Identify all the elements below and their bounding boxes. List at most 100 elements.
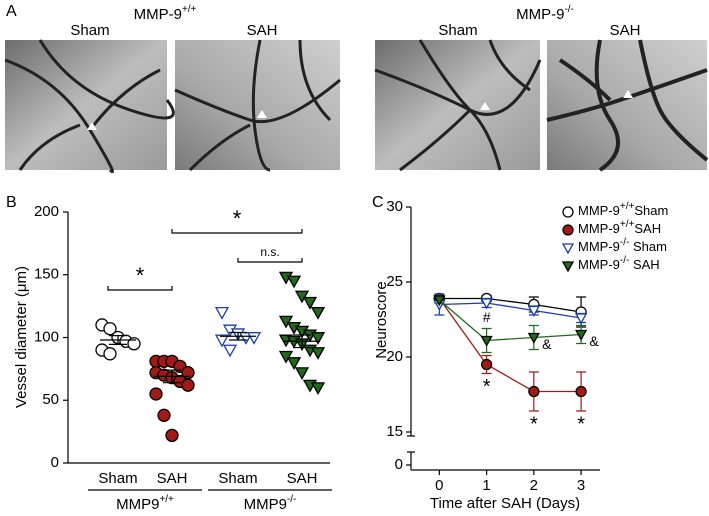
x-tick-label: 0 [435,477,443,494]
panel-title-base: MMP-9 [134,6,182,23]
marker [575,385,587,398]
series-line [438,298,582,393]
marker [157,408,171,422]
marker [103,347,117,361]
marker [286,275,302,289]
significance-label: n.s. [260,245,279,259]
marker [480,358,493,371]
panel-label: B [6,194,17,211]
y-tick-label: 30 [386,198,403,215]
marker [562,206,574,218]
marker [433,295,446,307]
group-label: MMP9-/- [244,494,297,513]
x-tick-label: 2 [530,477,538,494]
marker [246,332,262,345]
marker [149,387,163,401]
marker [561,243,575,255]
legend-label-rest: Sham [629,239,667,254]
image-label: SAH [247,22,278,39]
y-axis-label: Neuroscore [373,281,390,359]
annotation: & [589,333,599,349]
marker [310,306,326,320]
group-label-sup: +/+ [159,494,174,505]
y-tick-label: 25 [386,273,403,290]
legend-label-sup: +/+ [620,201,635,212]
marker [310,332,326,345]
marker [480,298,493,310]
marker [214,334,230,348]
y-axis-label: Vessel diameter (μm) [13,266,30,408]
series-line [439,302,582,319]
marker [574,329,588,341]
legend-label-base: MMP-9 [578,239,620,254]
legend-label: MMP-9+/+SAH [578,219,661,237]
marker [286,357,302,370]
bracket [107,286,173,291]
marker [103,322,117,336]
legend-label-sup: +/+ [620,219,635,230]
x-axis-label: Time after SAH (Days) [430,495,580,512]
marker [527,305,540,317]
legend-label-rest: Sham [634,203,668,218]
legend-label-rest: SAH [634,221,661,236]
legend-label: MMP-9-/- Sham [578,237,667,255]
annotation: * [530,413,538,435]
marker [165,428,179,443]
y-tick-label: 20 [386,348,403,365]
y-tick-label: 150 [34,266,59,283]
y-tick-label: 0 [395,456,403,473]
panel-label: C [372,194,384,211]
annotation: * [577,413,585,435]
group-label-base: MMP9 [116,496,159,513]
x-tick-label: Sham [98,470,137,487]
marker [527,332,540,344]
y-tick-label: 50 [42,391,59,408]
significance-label: * [233,206,242,231]
panel-title-sup: +/+ [182,4,197,15]
series-line [438,299,582,342]
marker [480,335,493,347]
panel-title-base: MMP-9 [516,6,564,23]
y-tick-label: 15 [386,423,403,440]
marker [528,385,540,398]
marker [310,347,326,360]
annotation: * [483,376,491,398]
image-label: SAH [610,22,641,39]
marker [302,296,318,310]
annotation: & [542,336,552,352]
series-line [439,297,582,313]
marker [294,290,310,304]
group-label: MMP9+/+ [116,494,174,513]
significance-label: * [136,263,145,288]
x-tick-label: Sham [218,470,257,487]
marker [310,382,326,396]
panel-title: MMP-9+/+ [134,4,197,23]
panel-title-sup: -/- [564,4,573,15]
marker [294,367,310,380]
error-bar [229,331,247,341]
y-tick-label: 0 [51,454,59,471]
group-label-base: MMP9 [244,496,287,513]
error-bar [163,369,181,384]
marker [127,337,141,351]
legend-label: MMP-9-/- SAH [578,255,660,273]
marker [561,261,575,273]
x-tick-label: 3 [577,477,585,494]
marker [181,378,195,392]
marker [562,224,574,236]
annotation: # [483,309,491,325]
panel-title: MMP-9-/- [516,4,574,23]
x-tick-label: SAH [287,470,318,487]
legend-label-sup: -/- [620,255,629,266]
marker [278,315,294,329]
marker [574,313,588,325]
legend-label-rest: SAH [629,257,659,272]
bracket [171,229,303,234]
y-tick-label: 100 [34,328,59,345]
micrographs [4,39,709,174]
image-label: Sham [438,22,477,39]
legend-label-base: MMP-9 [578,221,620,236]
panel-label: A [6,3,17,20]
y-tick-label: 200 [34,203,59,220]
error-bar [293,334,311,349]
